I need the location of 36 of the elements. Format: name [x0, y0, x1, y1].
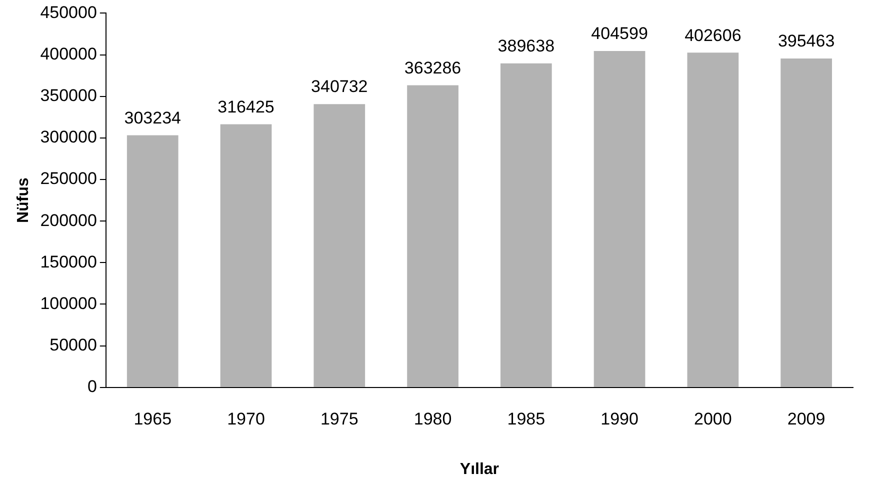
y-tick-label: 0 [87, 377, 97, 396]
bar [500, 63, 552, 387]
data-label: 395463 [778, 32, 835, 51]
x-tick-label: 1965 [134, 409, 172, 428]
data-label: 303234 [124, 108, 181, 128]
data-label: 402606 [684, 26, 742, 45]
bar [314, 104, 366, 387]
x-axis-title: Yıllar [460, 460, 500, 478]
y-axis-title: Nüfus [15, 178, 32, 223]
x-tick-label: 1990 [600, 409, 638, 428]
bar [687, 52, 739, 387]
y-tick-label: 50000 [50, 336, 97, 355]
x-tick-label: 1985 [507, 409, 546, 428]
x-tick-label: 2009 [787, 409, 826, 428]
data-label: 404599 [591, 24, 648, 44]
y-tick-label: 300000 [40, 128, 97, 147]
bar [594, 50, 646, 387]
y-tick-label: 150000 [40, 252, 97, 272]
x-tick-label: 2000 [694, 409, 732, 428]
y-tick-label: 450000 [40, 2, 97, 22]
data-label: 389638 [498, 36, 555, 56]
y-tick-label: 350000 [40, 86, 97, 106]
y-tick-label: 100000 [40, 294, 97, 313]
data-label: 340732 [311, 77, 368, 96]
bar [126, 135, 178, 387]
bar [407, 85, 458, 387]
data-label: 316425 [218, 97, 274, 116]
data-label: 363286 [404, 58, 462, 78]
x-tick-label: 1975 [320, 409, 358, 428]
y-tick-label: 200000 [40, 210, 97, 230]
y-tick-label: 250000 [40, 169, 97, 188]
x-tick-label: 1970 [227, 409, 265, 428]
bar [780, 58, 832, 387]
x-tick-label: 1980 [414, 409, 452, 428]
y-tick-label: 400000 [40, 44, 97, 64]
bar [220, 124, 272, 387]
